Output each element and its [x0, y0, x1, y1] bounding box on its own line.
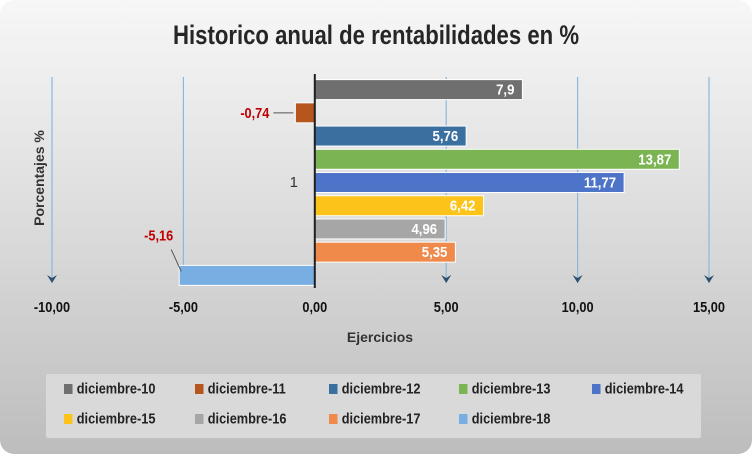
x-tick-label: 15,00 [693, 298, 725, 315]
data-label: 7,9 [496, 81, 514, 98]
legend-label: diciembre-18 [471, 410, 551, 428]
legend-swatch [592, 384, 601, 395]
data-label: 13,87 [638, 150, 671, 167]
bar [314, 172, 625, 193]
bar [294, 102, 316, 124]
bar [314, 79, 523, 101]
x-axis-title: Ejercicios [346, 329, 414, 345]
legend-swatch [329, 414, 338, 425]
x-tick-label: 5,00 [434, 298, 459, 315]
legend-swatch [459, 414, 468, 425]
data-label: 11,77 [584, 174, 616, 191]
data-label: 6,42 [450, 197, 476, 214]
legend-item: diciembre-15 [64, 410, 155, 428]
x-tick-label: 0,00 [302, 298, 327, 315]
legend-label: diciembre-16 [207, 410, 287, 428]
legend-item: diciembre-18 [459, 410, 550, 428]
legend-label: diciembre-12 [341, 380, 421, 398]
data-label: 4,96 [411, 220, 437, 237]
legend-label: diciembre-17 [341, 410, 421, 428]
legend-label: diciembre-15 [76, 410, 156, 428]
bar [314, 148, 680, 170]
chart-title: Historico anual de rentabilidades en % [172, 20, 580, 50]
x-tick-label: -5,00 [169, 298, 198, 315]
bar [178, 264, 316, 286]
legend-swatch [195, 414, 204, 425]
legend-item: diciembre-17 [329, 410, 420, 428]
data-label: 5,35 [422, 243, 448, 260]
legend-item: diciembre-11 [195, 380, 286, 398]
legend-item: diciembre-13 [459, 380, 550, 398]
legend-item: diciembre-14 [592, 380, 683, 398]
legend-swatch [329, 384, 338, 395]
x-tick-label: -10,00 [34, 298, 70, 315]
legend-label: diciembre-11 [207, 380, 286, 398]
legend-item: diciembre-10 [64, 380, 155, 398]
legend: diciembre-10 diciembre-11 diciembre-12 dici… [46, 374, 701, 438]
x-tick-label: 10,00 [562, 298, 594, 315]
legend-item: diciembre-16 [195, 410, 286, 428]
category-tick-label: 1 [290, 174, 298, 191]
legend-label: diciembre-14 [604, 380, 684, 398]
data-label-leader [170, 249, 182, 272]
legend-swatch [64, 414, 73, 425]
legend-swatch [64, 384, 73, 395]
data-label: -5,16 [144, 226, 173, 243]
legend-label: diciembre-10 [76, 380, 156, 398]
legend-swatch [195, 384, 204, 395]
y-axis-title: Porcentajes % [31, 130, 47, 226]
legend-item: diciembre-12 [329, 380, 420, 398]
data-label: 5,76 [433, 127, 459, 144]
legend-label: diciembre-13 [471, 380, 551, 398]
data-label: -0,74 [240, 104, 269, 121]
legend-swatch [459, 384, 468, 395]
